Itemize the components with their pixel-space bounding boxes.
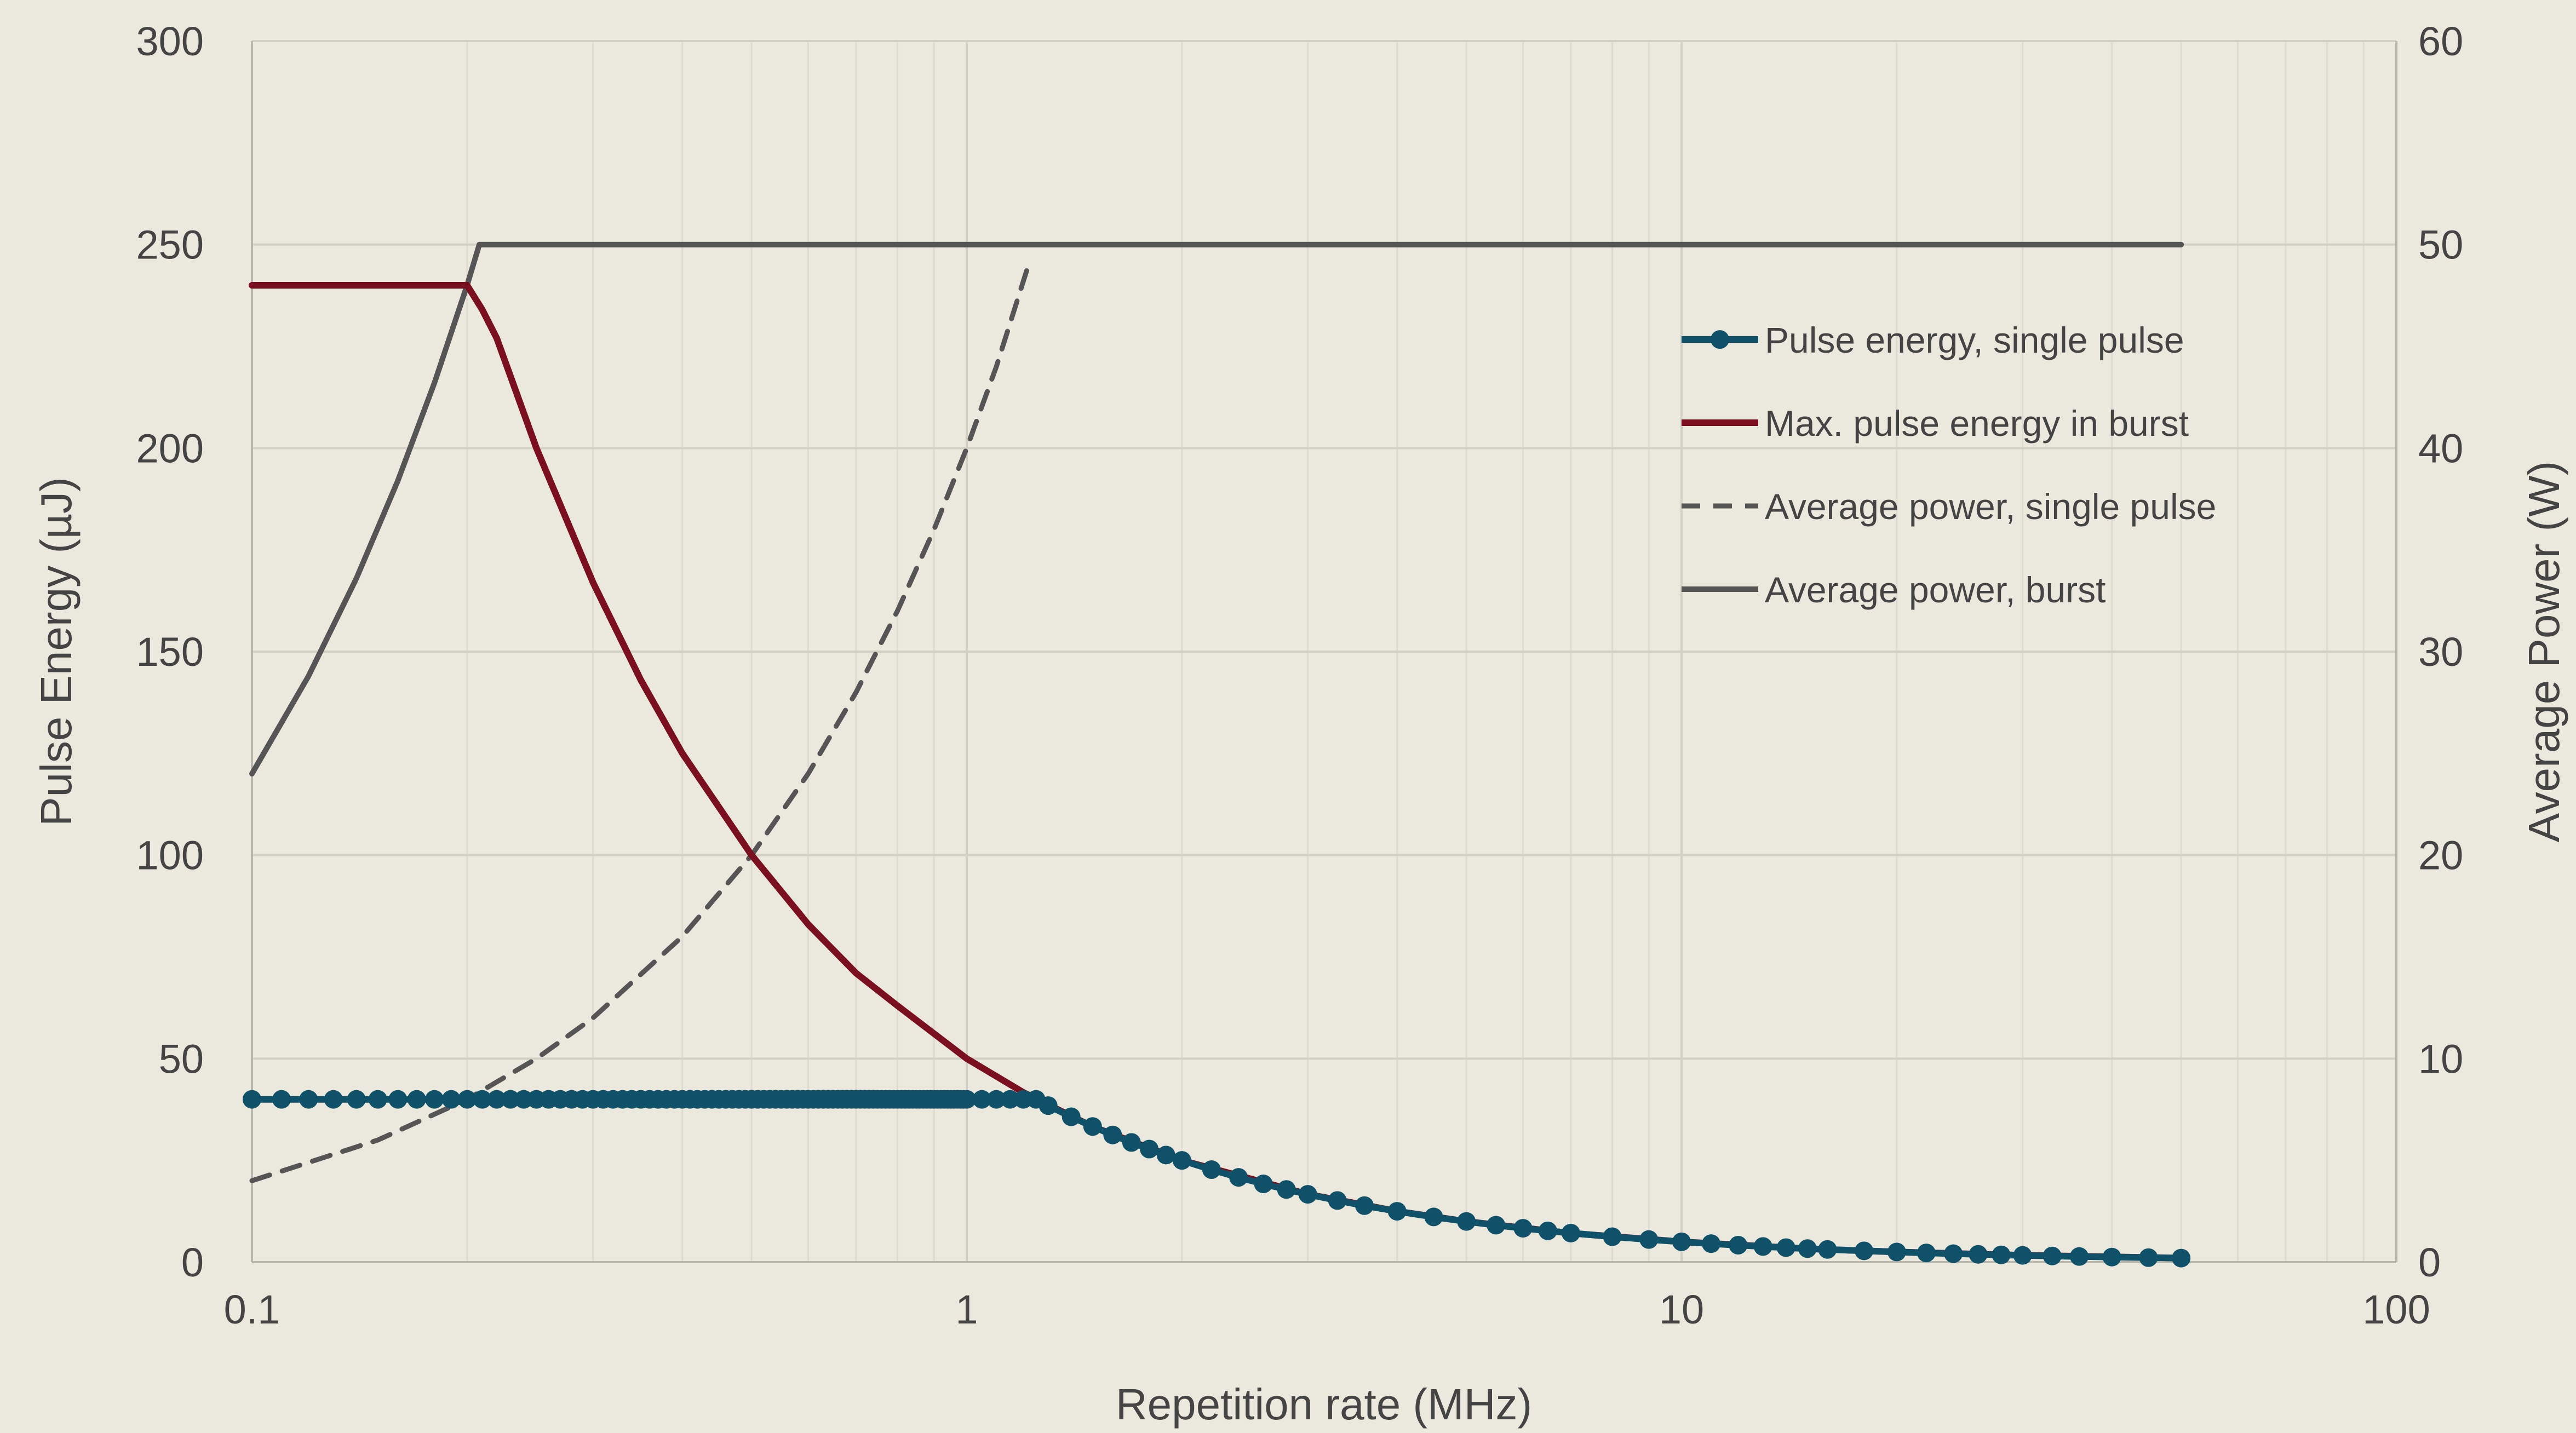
data-point <box>1818 1240 1837 1259</box>
x-tick-label: 10 <box>1659 1287 1704 1332</box>
data-point <box>1424 1207 1443 1227</box>
data-point <box>1457 1212 1476 1231</box>
data-point <box>1776 1238 1795 1257</box>
data-point <box>1103 1125 1122 1144</box>
data-point <box>2043 1246 2062 1265</box>
data-point <box>2069 1247 2089 1266</box>
data-point <box>1039 1096 1058 1115</box>
data-point <box>2102 1247 2121 1267</box>
y-tick-label: 0 <box>181 1240 204 1285</box>
data-point <box>1202 1160 1221 1179</box>
data-point <box>1944 1244 1963 1263</box>
y2-tick-label: 30 <box>2418 629 2463 675</box>
data-point <box>1229 1168 1248 1187</box>
data-point <box>388 1090 408 1109</box>
y2-tick-label: 10 <box>2418 1036 2463 1081</box>
data-point <box>1969 1245 1988 1264</box>
data-point <box>1172 1151 1191 1170</box>
data-point <box>1355 1196 1374 1215</box>
data-point <box>2172 1248 2191 1268</box>
x-tick-label: 100 <box>2362 1287 2430 1332</box>
data-point <box>2139 1248 2158 1267</box>
data-point <box>1083 1117 1102 1136</box>
data-point <box>972 1090 991 1109</box>
data-point <box>1603 1227 1622 1246</box>
series-line-3 <box>249 262 1031 1183</box>
data-point <box>1538 1221 1557 1240</box>
data-point <box>243 1090 261 1109</box>
data-point <box>1798 1239 1817 1258</box>
data-point <box>1672 1232 1691 1251</box>
data-point <box>407 1090 426 1109</box>
y2-tick-label: 60 <box>2418 19 2463 64</box>
data-point <box>299 1090 318 1109</box>
data-point <box>457 1090 477 1109</box>
y-tick-label: 50 <box>159 1036 204 1081</box>
data-point <box>501 1090 520 1109</box>
data-point <box>1122 1133 1141 1152</box>
y2-tick-label: 0 <box>2418 1240 2441 1285</box>
legend: Pulse energy, single pulse Max. pulse ene… <box>1682 320 2216 610</box>
data-point <box>347 1090 366 1109</box>
legend-label-1: Pulse energy, single pulse <box>1765 320 2184 360</box>
data-point <box>1001 1090 1020 1109</box>
data-point <box>1156 1146 1175 1165</box>
y-tick-label: 100 <box>136 833 204 878</box>
data-point <box>441 1090 461 1109</box>
axes <box>251 41 2397 1263</box>
legend-label-2: Max. pulse energy in burst <box>1765 403 2189 444</box>
data-point <box>1753 1237 1772 1256</box>
data-point <box>1487 1216 1506 1235</box>
data-point <box>1702 1234 1721 1253</box>
data-point <box>1561 1223 1580 1242</box>
data-point <box>1513 1219 1533 1238</box>
legend-label-4: Average power, burst <box>1765 569 2106 610</box>
data-point <box>1254 1175 1273 1194</box>
data-point <box>1062 1107 1081 1126</box>
data-point <box>987 1090 1006 1109</box>
data-point <box>2013 1246 2032 1265</box>
y-tick-label: 150 <box>136 629 204 675</box>
x-axis-title: Repetition rate (MHz) <box>1116 1380 1532 1429</box>
data-point <box>368 1090 387 1109</box>
data-point <box>1917 1244 1936 1263</box>
data-point <box>324 1090 343 1109</box>
series-line-4 <box>249 241 2184 776</box>
y2-tick-label: 50 <box>2418 222 2463 268</box>
data-point <box>487 1090 506 1109</box>
y-tick-label: 250 <box>136 222 204 268</box>
data-point <box>1729 1236 1748 1255</box>
y-tick-label: 200 <box>136 425 204 471</box>
legend-label-3: Average power, single pulse <box>1765 486 2216 527</box>
data-point <box>425 1090 444 1109</box>
y2-tick-label: 40 <box>2418 425 2463 471</box>
data-point <box>1639 1230 1659 1249</box>
data-point <box>1855 1241 1874 1261</box>
y2-axis-title: Average Power (W) <box>2520 461 2568 843</box>
data-point <box>272 1090 291 1109</box>
data-point <box>1140 1140 1159 1159</box>
series-layer <box>243 241 2191 1268</box>
data-point <box>957 1090 976 1109</box>
data-point <box>1992 1245 2011 1264</box>
data-point <box>1298 1185 1317 1204</box>
y-axis-title: Pulse Energy (µJ) <box>32 477 81 826</box>
x-tick-label: 0.1 <box>224 1287 280 1332</box>
data-point <box>1887 1242 1906 1262</box>
y-tick-label: 300 <box>136 19 204 64</box>
y2-tick-label: 20 <box>2418 833 2463 878</box>
x-tick-label: 1 <box>955 1287 978 1332</box>
data-point <box>1277 1180 1296 1199</box>
data-point <box>1387 1202 1407 1221</box>
legend-marker <box>1711 330 1729 349</box>
data-point <box>473 1090 492 1109</box>
data-point <box>1328 1191 1347 1210</box>
